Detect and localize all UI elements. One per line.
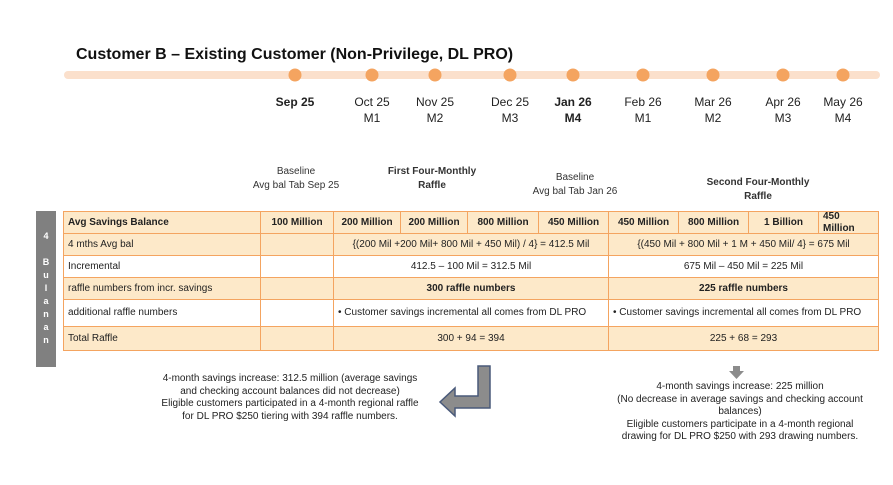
table-cell: 225 + 68 = 293 <box>608 326 879 351</box>
note-line: and checking account balances did not de… <box>180 385 400 397</box>
month: Sep 25 <box>275 95 315 109</box>
period: M4 <box>564 111 582 125</box>
note-line: 4-month savings increase: 312.5 million … <box>162 373 418 384</box>
note-line: (No decrease in average savings and chec… <box>617 393 863 405</box>
table-cell: Total Raffle <box>63 326 261 351</box>
header-line: Raffle <box>744 191 772 202</box>
table-cell: {(200 Mil +200 Mil+ 800 Mil + 450 Mil) /… <box>333 233 609 256</box>
note-line: for DL PRO $250 tiering with 394 raffle … <box>182 410 398 422</box>
table-cell: 800 Million <box>467 211 539 234</box>
header-line: Avg bal Tab Jan 26 <box>532 186 618 197</box>
column-header: Baseline Avg bal Tab Sep 25 <box>221 165 371 193</box>
table-cell: • Customer savings incremental all comes… <box>608 299 879 327</box>
table-cell: 450 Million <box>818 211 879 234</box>
month: Mar 26 <box>694 95 732 109</box>
header-line: First Four-Monthly <box>387 166 477 177</box>
column-header: First Four-Monthly Raffle <box>357 165 507 193</box>
timeline-dot <box>288 68 302 82</box>
month: Jan 26 <box>554 95 592 109</box>
note-line: drawing for DL PRO $250 with 293 drawing… <box>621 431 859 442</box>
table-cell: • Customer savings incremental all comes… <box>333 299 609 327</box>
month: May 26 <box>823 95 863 109</box>
month: Apr 26 <box>765 95 801 109</box>
period: M3 <box>774 111 792 125</box>
timeline-dot <box>776 68 790 82</box>
month: Feb 26 <box>624 95 662 109</box>
note: 4-month savings increase: 312.5 million … <box>140 373 440 423</box>
timeline-label: Jan 26 M4 <box>538 94 608 126</box>
note: 4-month savings increase: 225 million (No… <box>590 381 890 444</box>
table-cell: 225 raffle numbers <box>608 277 879 300</box>
column-header: Baseline Avg bal Tab Jan 26 <box>500 171 650 199</box>
note-line: Eligible customers participated in a 4-m… <box>161 398 419 409</box>
table-cell: Incremental <box>63 255 261 278</box>
timeline-dot <box>566 68 580 82</box>
table-cell: additional raffle numbers <box>63 299 261 327</box>
timeline-dot <box>636 68 650 82</box>
note-line: balances) <box>718 406 762 417</box>
month: Nov 25 <box>415 95 455 109</box>
period: M1 <box>363 111 381 125</box>
header-line: Baseline <box>555 172 595 183</box>
timeline-label: Dec 25 M3 <box>475 94 545 126</box>
table-cell: Avg Savings Balance <box>63 211 261 234</box>
table-cell: 450 Million <box>608 211 679 234</box>
timeline-dot <box>503 68 517 82</box>
table-cell: 100 Million <box>260 211 334 234</box>
timeline-label: Nov 25 M2 <box>400 94 470 126</box>
table-cell: 675 Mil – 450 Mil = 225 Mil <box>608 255 879 278</box>
header-line: Baseline <box>276 166 316 177</box>
timeline-dot <box>706 68 720 82</box>
table-cell: 450 Million <box>538 211 609 234</box>
arrow-left <box>438 365 491 418</box>
period: M3 <box>501 111 519 125</box>
timeline-label: Mar 26 M2 <box>678 94 748 126</box>
timeline-label: Feb 26 M1 <box>608 94 678 126</box>
table-cell <box>260 277 334 300</box>
table-cell: 200 Million <box>400 211 468 234</box>
table-cell: raffle numbers from incr. savings <box>63 277 261 300</box>
header-line: Avg bal Tab Sep 25 <box>252 180 340 191</box>
header-line: Raffle <box>418 180 446 191</box>
column-header: Second Four-Monthly Raffle <box>683 176 833 204</box>
table-cell: 300 + 94 = 394 <box>333 326 609 351</box>
arrow-down <box>729 366 744 379</box>
timeline-dot <box>365 68 379 82</box>
month: Dec 25 <box>490 95 530 109</box>
table-cell <box>260 255 334 278</box>
header-line: Second Four-Monthly <box>706 177 810 188</box>
table-cell: 300 raffle numbers <box>333 277 609 300</box>
table-cell: 200 Million <box>333 211 401 234</box>
note-line: 4-month savings increase: 225 million <box>656 381 824 392</box>
period: M2 <box>426 111 444 125</box>
table-cell: 4 mths Avg bal <box>63 233 261 256</box>
period: M4 <box>834 111 852 125</box>
note-line: Eligible customers participate in a 4-mo… <box>626 418 854 430</box>
table-cell: 1 Billion <box>748 211 819 234</box>
timeline-label: Oct 25 M1 <box>337 94 407 126</box>
side-label: 4 Bulanan <box>36 211 56 367</box>
month: Oct 25 <box>354 95 390 109</box>
timeline-label: May 26 M4 <box>808 94 878 126</box>
timeline-dot <box>428 68 442 82</box>
title: Customer B – Existing Customer (Non-Priv… <box>76 46 514 63</box>
period: M1 <box>634 111 652 125</box>
table-cell: 412.5 – 100 Mil = 312.5 Mil <box>333 255 609 278</box>
table-cell: 800 Million <box>678 211 749 234</box>
table-cell <box>260 233 334 256</box>
timeline-label: Apr 26 M3 <box>748 94 818 126</box>
table-cell: {(450 Mil + 800 Mil + 1 M + 450 Mil/ 4} … <box>608 233 879 256</box>
timeline-label: Sep 25 <box>260 94 330 110</box>
period: M2 <box>704 111 722 125</box>
table-cell <box>260 326 334 351</box>
table-cell <box>260 299 334 327</box>
timeline-dot <box>836 68 850 82</box>
